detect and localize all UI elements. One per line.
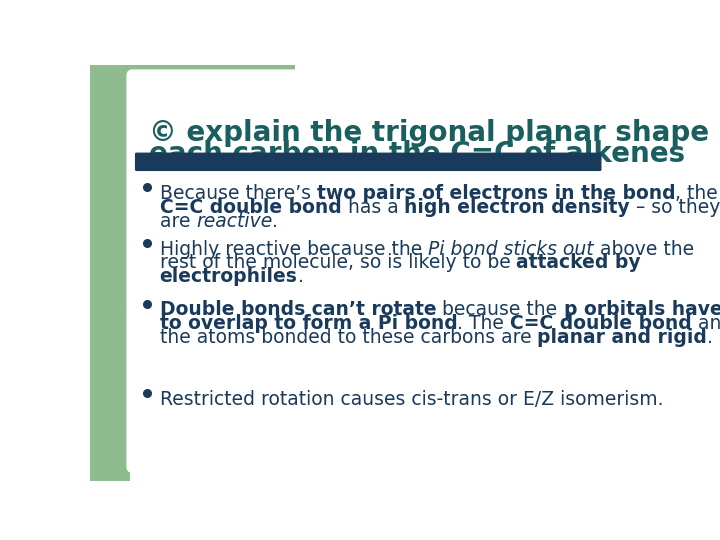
Text: .: . — [272, 212, 279, 231]
Text: . The: . The — [457, 314, 510, 333]
FancyBboxPatch shape — [127, 70, 644, 473]
Text: the atoms bonded to these carbons are: the atoms bonded to these carbons are — [160, 328, 537, 347]
Text: high electron density: high electron density — [404, 198, 630, 217]
FancyBboxPatch shape — [135, 153, 601, 171]
Text: rest of the molecule, so is likely to be: rest of the molecule, so is likely to be — [160, 253, 516, 273]
Text: reactive: reactive — [197, 212, 272, 231]
Text: are: are — [160, 212, 197, 231]
FancyBboxPatch shape — [90, 65, 295, 150]
Text: attacked by: attacked by — [516, 253, 641, 273]
Text: Restricted rotation causes cis-trans or E/Z isomerism.: Restricted rotation causes cis-trans or … — [160, 390, 663, 409]
Text: above the: above the — [593, 240, 694, 259]
Text: p orbitals have: p orbitals have — [564, 300, 720, 320]
Text: and: and — [692, 314, 720, 333]
Text: C=C double bond: C=C double bond — [160, 198, 341, 217]
Text: , the: , the — [675, 184, 718, 203]
Text: Highly reactive because the: Highly reactive because the — [160, 240, 428, 259]
Text: – so they: – so they — [630, 198, 720, 217]
FancyBboxPatch shape — [90, 65, 130, 481]
Text: Because there’s: Because there’s — [160, 184, 317, 203]
Text: because the: because the — [436, 300, 564, 320]
Text: two pairs of electrons in the bond: two pairs of electrons in the bond — [317, 184, 675, 203]
Text: Double bonds can’t rotate: Double bonds can’t rotate — [160, 300, 436, 320]
Text: C=C double bond: C=C double bond — [510, 314, 692, 333]
Text: planar and rigid: planar and rigid — [537, 328, 707, 347]
Text: Pi bond sticks out: Pi bond sticks out — [428, 240, 593, 259]
Text: each carbon in the C=C of alkenes: each carbon in the C=C of alkenes — [149, 140, 685, 168]
Text: © explain the trigonal planar shape around: © explain the trigonal planar shape arou… — [149, 119, 720, 147]
Text: .: . — [297, 267, 304, 286]
Text: to overlap to form a Pi bond: to overlap to form a Pi bond — [160, 314, 457, 333]
Text: has a: has a — [341, 198, 404, 217]
Text: electrophiles: electrophiles — [160, 267, 297, 286]
Text: .: . — [707, 328, 713, 347]
